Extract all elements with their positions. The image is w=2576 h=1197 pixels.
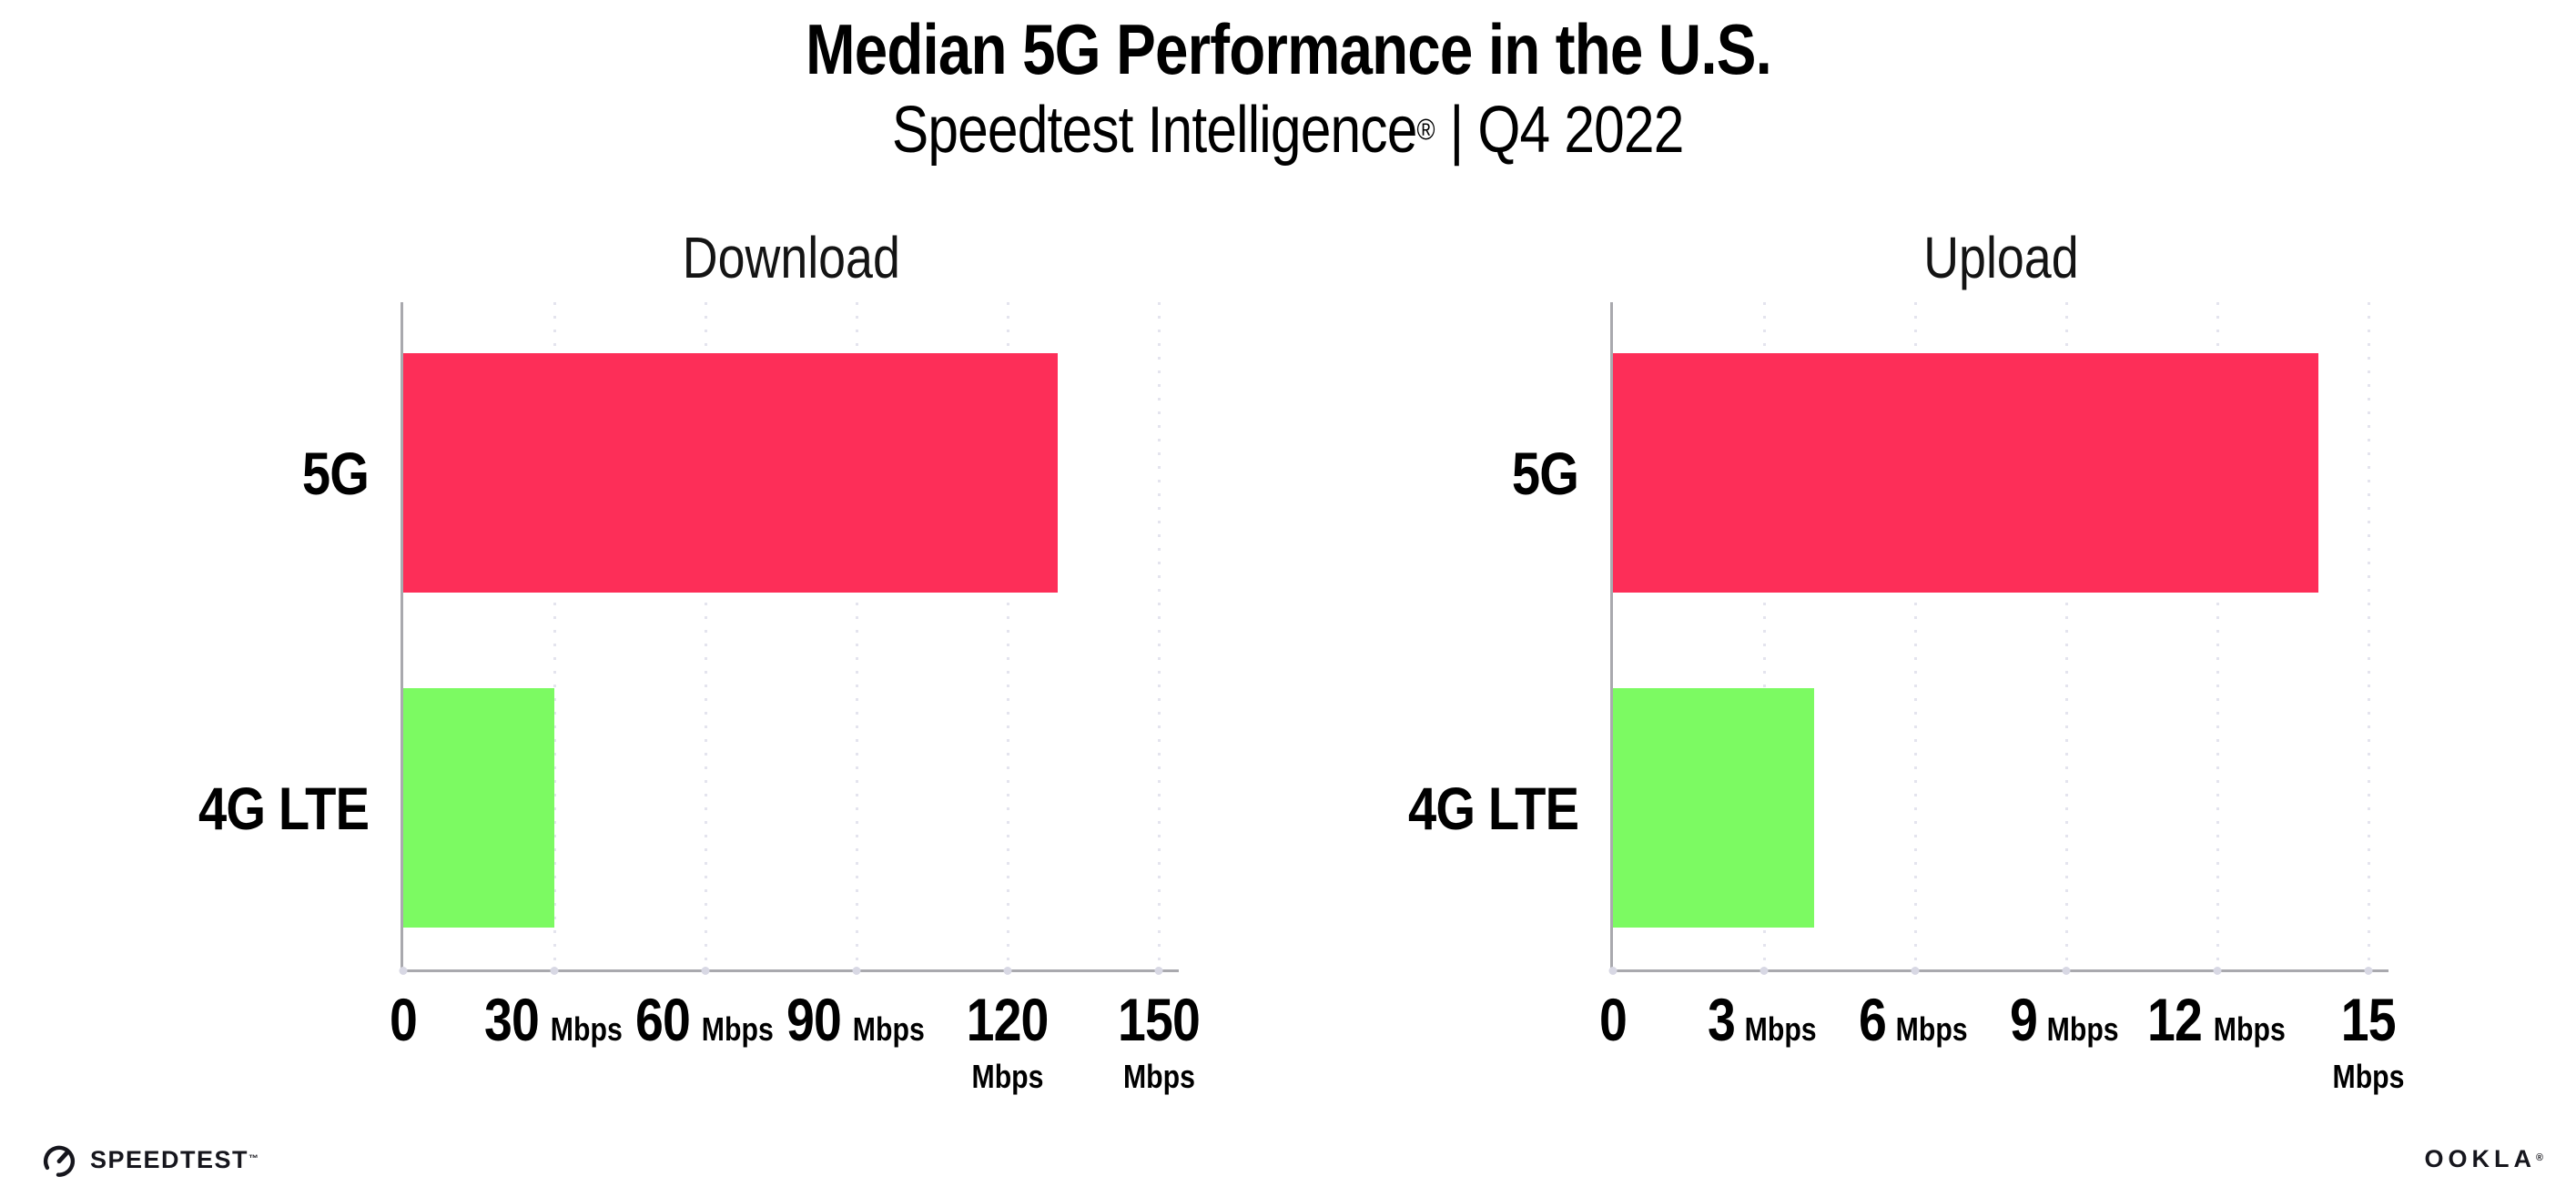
upload-x-axis-ticks: 0 3 Mbps 6 Mbps 9 Mbps 12 Mbps 15Mbps [1599,989,2404,1112]
gauge-needle [56,1149,71,1164]
download-x-axis-line [401,969,1179,972]
upload-chart-title: Upload [1922,225,2079,290]
gridline-15 [2368,302,2370,969]
tick-value: 120 [967,986,1050,1053]
gridline-9 [2065,302,2068,969]
tick-unit: Mbps [971,1058,1044,1095]
x-tick-150: 150 Mbps [1110,989,1207,1093]
tick-mark-15 [2364,967,2373,975]
tick-value: 6 [1858,986,1887,1053]
tick-value: 30 [484,986,540,1053]
x-tick-90: 90 Mbps [781,989,931,1050]
tick-mark-60 [701,967,710,975]
upload-plot-area [1608,302,2388,975]
page-title: Median 5G Performance in the U.S. [0,9,2576,89]
gridline-120 [1007,302,1009,969]
tick-mark-12 [2213,967,2222,975]
download-chart: Download 5G 4G LTE 0 30 Mbps 60 Mbps 90 Mbps 120… [159,218,1201,1115]
tick-mark-0 [1608,967,1618,975]
tick-unit: Mbps [1744,1010,1817,1048]
upload-chart: Upload 5G 4G LTE 0 3 Mbps 6 Mbps 9 Mbps 12 Mbps 15… [1369,218,2405,1115]
category-label-4g-lte: 4G LTE [159,688,370,928]
page-subtitle: Speedtest Intelligence® | Q4 2022 [0,93,2576,168]
bar-4g-lte [1613,688,1815,928]
tick-value: 9 [2009,986,2038,1053]
subtitle-period: | Q4 2022 [1435,94,1685,167]
tick-value: 12 [2147,986,2203,1053]
tick-mark-6 [1911,967,1920,975]
x-tick-30: 30 Mbps [479,989,629,1050]
download-category-axis: 5G 4G LTE [159,302,370,969]
tick-unit: Mbps [2214,1010,2287,1048]
bar-5g [403,353,1059,593]
tick-mark-3 [1760,967,1769,975]
tick-value: 3 [1707,986,1736,1053]
page-title-text: Median 5G Performance in the U.S. [805,9,1772,89]
trademark-mark: ™ [248,1152,259,1164]
tick-unit: Mbps [1122,1058,1195,1095]
category-label-5g: 5G [1369,353,1579,593]
x-tick-15: 15 Mbps [2326,989,2411,1093]
tick-value: 150 [1118,986,1201,1053]
x-tick-120: 120 Mbps [932,989,1083,1093]
bar-4g-lte [403,688,554,928]
tick-value: 15 [2340,986,2397,1053]
tick-unit: Mbps [2046,1010,2119,1048]
tick-mark-120 [1003,967,1012,975]
tick-mark-30 [550,967,559,975]
gridline-60 [705,302,707,969]
download-plot-area [399,302,1179,975]
category-label-4g-lte: 4G LTE [1369,688,1579,928]
x-tick-3: 3 Mbps [1705,989,1823,1050]
gridline-3 [1763,302,1766,969]
category-label-text: 4G LTE [1407,774,1579,842]
category-label-5g: 5G [159,353,370,593]
gridline-90 [856,302,858,969]
tick-mark-150 [1154,967,1163,975]
tick-value: 90 [786,986,842,1053]
tick-unit: Mbps [1895,1010,1968,1048]
tick-mark-90 [852,967,861,975]
registered-mark-ookla: ® [2536,1151,2543,1163]
bar-5g [1613,353,2318,593]
tick-mark-0 [399,967,408,975]
registered-mark: ® [1416,112,1435,146]
tick-mark-9 [2062,967,2071,975]
tick-unit: Mbps [702,1010,775,1048]
upload-x-axis-line [1610,969,2388,972]
gridline-12 [2216,302,2219,969]
category-label-text: 5G [301,439,370,507]
subtitle-brand: Speedtest Intelligence [892,94,1418,167]
ookla-logo: OOKLA® [2425,1145,2543,1173]
category-label-text: 5G [1511,439,1579,507]
tick-unit: Mbps [2332,1058,2405,1095]
page-subtitle-text: Speedtest Intelligence® | Q4 2022 [892,93,1685,168]
gridline-30 [553,302,556,969]
x-tick-6: 6 Mbps [1856,989,1974,1050]
category-label-text: 4G LTE [198,774,370,842]
speedtest-wordmark: SPEEDTEST™ [90,1145,259,1173]
x-tick-9: 9 Mbps [2007,989,2125,1050]
tick-unit: Mbps [853,1010,926,1048]
x-tick-60: 60 Mbps [630,989,780,1050]
x-tick-0: 0 [387,989,420,1050]
tick-value: 0 [1598,986,1628,1053]
x-tick-0: 0 [1597,989,1629,1050]
speedtest-logo: SPEEDTEST™ [40,1141,259,1179]
download-x-axis-ticks: 0 30 Mbps 60 Mbps 90 Mbps 120 Mbps 150 Mbps [390,989,1201,1112]
gridline-6 [1914,302,1917,969]
tick-value: 0 [389,986,418,1053]
gridline-150 [1158,302,1161,969]
tick-value: 60 [635,986,691,1053]
download-chart-title: Download [682,225,900,290]
tick-unit: Mbps [551,1010,624,1048]
x-tick-12: 12 Mbps [2142,989,2292,1050]
speedtest-gauge-icon [43,1145,76,1177]
upload-category-axis: 5G 4G LTE [1369,302,1579,969]
ookla-wordmark: OOKLA® [2424,1145,2543,1172]
